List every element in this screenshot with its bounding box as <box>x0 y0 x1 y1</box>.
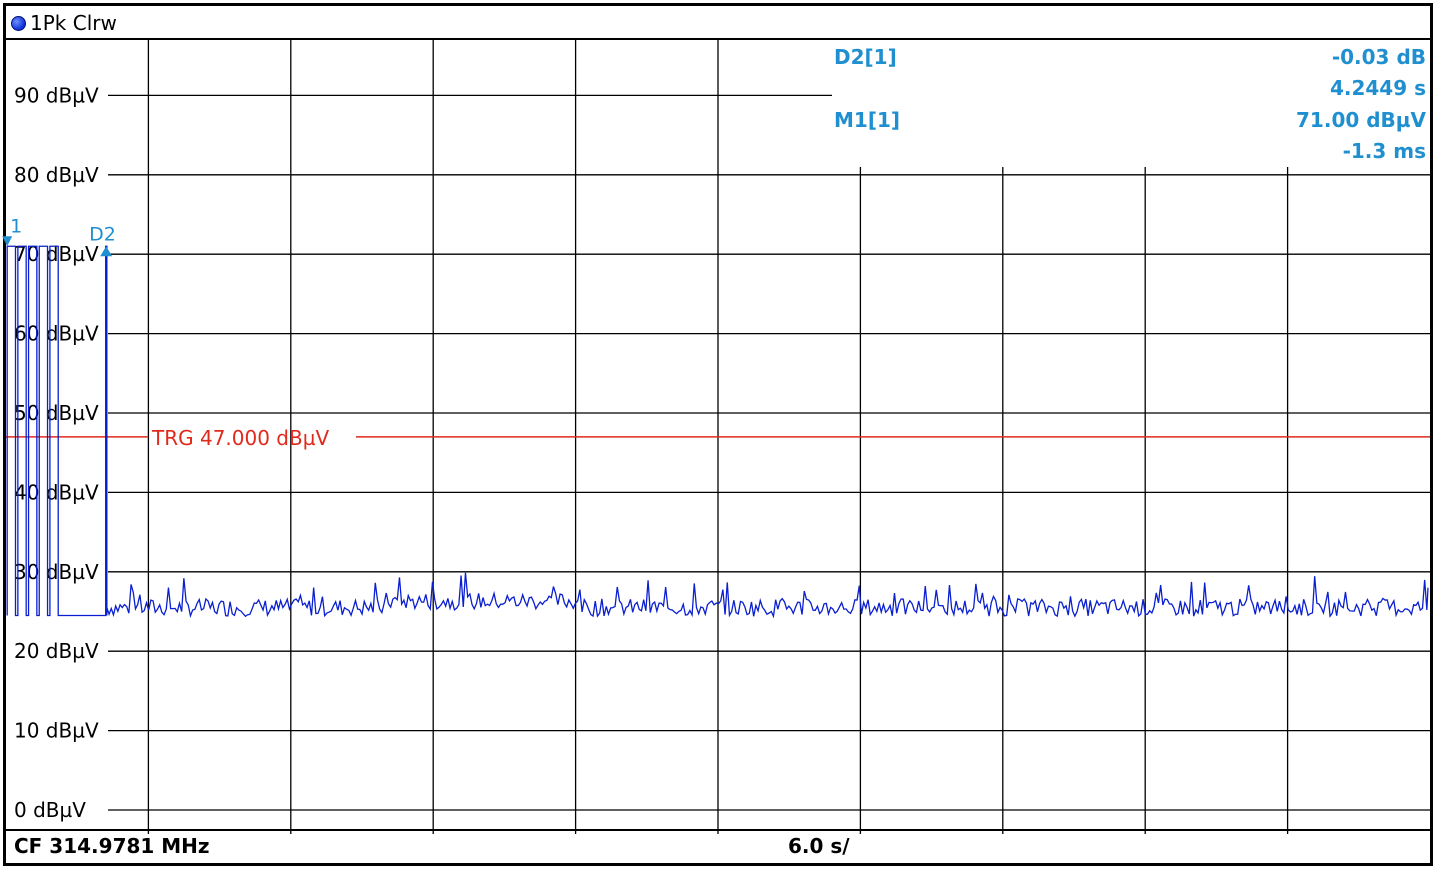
marker-readout-d2-label: D2[1] <box>834 45 897 69</box>
marker-d2-flag: D2 <box>89 223 116 245</box>
marker-readout-d2-time: 4.2449 s <box>1330 76 1426 100</box>
marker-m1-icon <box>2 236 13 247</box>
trace-indicator-icon[interactable] <box>11 16 26 31</box>
y-tick-label: 10 dBµV <box>14 719 99 743</box>
marker-m1-flag: 1 <box>10 215 22 237</box>
marker-readout-m1-label: M1[1] <box>834 108 900 132</box>
marker-readout-m1-value: 71.00 dBµV <box>1296 108 1427 132</box>
y-tick-label: 20 dBµV <box>14 639 99 663</box>
marker-d2-icon <box>100 246 113 257</box>
trace-label: 1Pk Clrw <box>30 11 117 35</box>
center-frequency: CF 314.9781 MHz <box>14 834 210 858</box>
marker-readout-m1-time: -1.3 ms <box>1343 139 1426 163</box>
y-tick-label: 80 dBµV <box>14 163 99 187</box>
trigger-label: TRG 47.000 dBµV <box>151 426 329 450</box>
trace-line <box>6 245 1429 619</box>
marker-readout-d2-value: -0.03 dB <box>1332 45 1426 69</box>
y-tick-label: 90 dBµV <box>14 83 99 107</box>
y-tick-label: 0 dBµV <box>14 798 86 822</box>
time-per-division: 6.0 s/ <box>788 834 850 858</box>
